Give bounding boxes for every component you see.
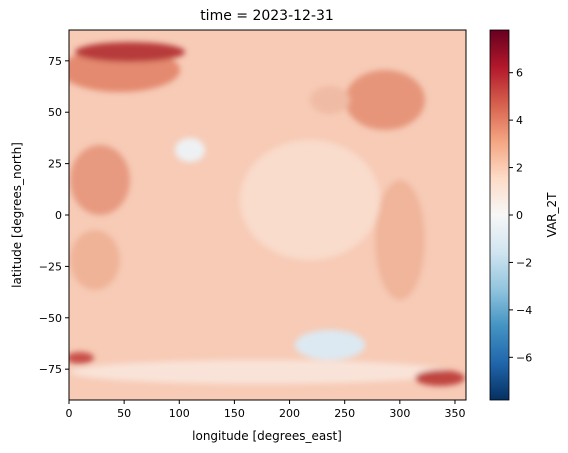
colorbar-tick-label: 0 <box>516 209 523 222</box>
y-tick-label: 25 <box>48 158 62 171</box>
y-axis-label: latitude [degrees_north] <box>10 142 24 288</box>
chart-title: time = 2023-12-31 <box>200 8 334 24</box>
y-tick-label: −25 <box>39 260 62 273</box>
colorbar-label: VAR_2T <box>545 192 559 238</box>
x-tick-label: 50 <box>117 407 131 420</box>
colorbar-ticks: −6 −4 −2 0 2 4 6 <box>509 67 532 364</box>
colorbar-tick-label: 6 <box>516 67 523 80</box>
y-tick-label: 0 <box>55 209 62 222</box>
x-tick-label: 250 <box>334 407 355 420</box>
x-tick-label: 200 <box>279 407 300 420</box>
colorbar-tick-label: −6 <box>516 351 532 364</box>
x-tick-label: 0 <box>66 407 73 420</box>
y-tick-label: −50 <box>39 312 62 325</box>
colorbar-tick-label: 2 <box>516 162 523 175</box>
x-tick-label: 100 <box>169 407 190 420</box>
y-tick-label: 75 <box>48 55 62 68</box>
colorbar-tick-label: −2 <box>516 256 532 269</box>
y-tick-label: 50 <box>48 106 62 119</box>
x-tick-label: 150 <box>224 407 245 420</box>
y-axis-ticks: −75 −50 −25 0 25 50 75 <box>39 55 69 376</box>
x-tick-label: 300 <box>389 407 410 420</box>
colorbar-tick-label: 4 <box>516 114 523 127</box>
y-tick-label: −75 <box>39 363 62 376</box>
colorbar <box>489 29 510 401</box>
heatmap-field <box>69 30 466 400</box>
colorbar-tick-label: −4 <box>516 304 532 317</box>
x-axis-ticks: 0 50 100 150 200 250 300 350 <box>66 400 465 420</box>
x-axis-label: longitude [degrees_east] <box>192 429 342 443</box>
x-tick-label: 350 <box>444 407 465 420</box>
